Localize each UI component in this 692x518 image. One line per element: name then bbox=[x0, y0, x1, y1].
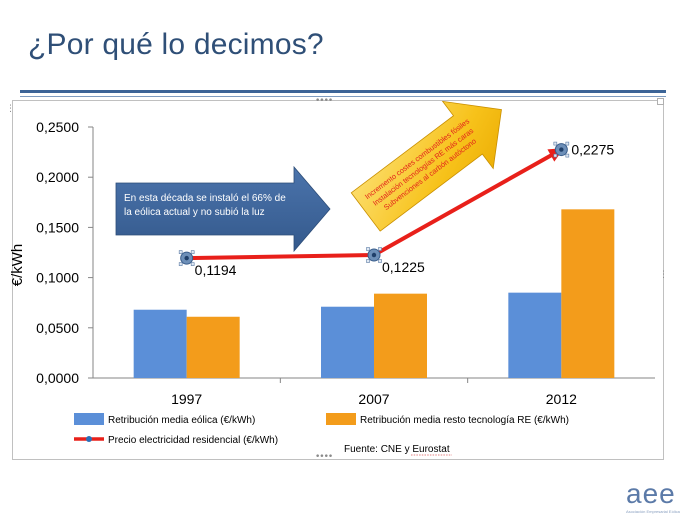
source-note: Fuente: CNE y Eurostat bbox=[344, 444, 450, 455]
point-handle bbox=[366, 259, 370, 263]
bar-wind bbox=[508, 292, 562, 378]
price-point-center bbox=[371, 252, 377, 258]
slide-title: ¿Por qué lo decimos? bbox=[28, 28, 324, 61]
bar-other-re bbox=[374, 293, 427, 378]
point-handle bbox=[378, 259, 382, 263]
blue-arrow-annotation: En esta década se instaló el 66% de la e… bbox=[115, 165, 331, 253]
price-data-label: 0,1194 bbox=[195, 262, 237, 278]
y-tick-label: 0,0500 bbox=[36, 320, 79, 336]
x-tick-label: 1997 bbox=[171, 391, 202, 407]
y-tick-label: 0,0000 bbox=[36, 370, 79, 386]
y-tick-label: 0,2500 bbox=[36, 119, 79, 135]
aee-logo: aee Asociación Empresarial Eólica bbox=[626, 478, 680, 515]
chart-bottom-handle[interactable]: •••• bbox=[315, 452, 333, 462]
chart-corner-handle[interactable] bbox=[657, 98, 664, 105]
title-rule bbox=[20, 90, 666, 93]
title-rule-thin bbox=[20, 96, 666, 97]
chart-right-handle[interactable]: ⋮ bbox=[659, 270, 668, 280]
point-handle bbox=[553, 153, 558, 158]
price-point-center bbox=[559, 147, 564, 152]
price-data-label: 0,2275 bbox=[571, 142, 614, 158]
legend-swatch-wind bbox=[74, 413, 104, 425]
y-tick-label: 0,2000 bbox=[36, 169, 79, 185]
legend-label-price: Precio electricidad residencial (€/kWh) bbox=[108, 435, 278, 446]
chart-left-handle[interactable]: ⋮ bbox=[6, 104, 15, 114]
point-handle bbox=[190, 262, 195, 266]
point-handle bbox=[565, 153, 570, 158]
point-handle bbox=[178, 262, 183, 266]
price-data-label: 0,1225 bbox=[382, 259, 425, 275]
point-handle bbox=[178, 250, 183, 254]
point-handle bbox=[366, 247, 370, 251]
y-axis-label: €/kWh bbox=[9, 244, 26, 287]
point-handle bbox=[565, 141, 570, 146]
x-tick-label: 2007 bbox=[358, 391, 389, 407]
point-handle bbox=[378, 247, 382, 251]
x-tick-label: 2012 bbox=[546, 391, 577, 407]
bar-wind bbox=[321, 306, 374, 378]
legend-label-other-re: Retribución media resto tecnología RE (€… bbox=[360, 415, 569, 426]
blue-arrow-text: En esta década se instaló el 66% de la e… bbox=[124, 193, 289, 218]
price-point-center bbox=[184, 255, 189, 261]
legend-swatch-other-re bbox=[326, 413, 356, 425]
bar-wind bbox=[133, 309, 187, 378]
y-tick-label: 0,1500 bbox=[36, 219, 79, 235]
bar-other-re bbox=[186, 316, 240, 378]
point-handle bbox=[190, 250, 195, 254]
legend-label-wind: Retribución media eólica (€/kWh) bbox=[108, 415, 255, 426]
logo-wordmark: aee bbox=[626, 478, 676, 509]
y-tick-label: 0,1000 bbox=[36, 270, 79, 286]
logo-subtitle: Asociación Empresarial Eólica bbox=[626, 509, 680, 514]
legend: Retribución media eólica (€/kWh) Retribu… bbox=[74, 413, 569, 446]
bar-other-re bbox=[561, 209, 615, 378]
point-handle bbox=[553, 141, 558, 146]
chart-top-handle[interactable]: •••• bbox=[315, 96, 333, 106]
